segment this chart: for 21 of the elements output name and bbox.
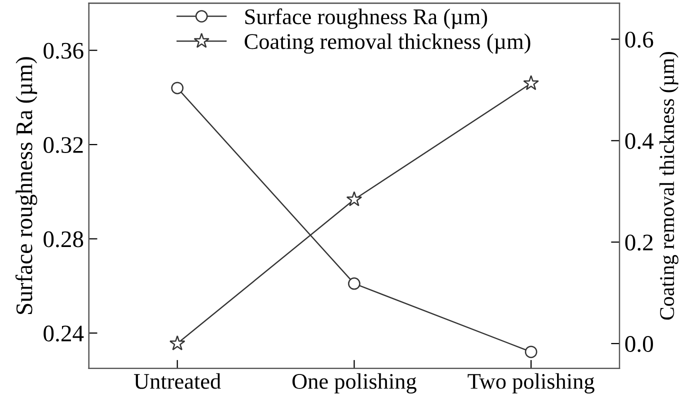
x-tick-label: Two polishing — [468, 373, 594, 394]
y-axis-title: Surface roughness Ra (µm) — [15, 57, 38, 314]
y-tick-label: 0.28 — [44, 231, 84, 248]
point — [346, 191, 362, 206]
y2-tick-label: 0.2 — [625, 234, 653, 251]
point — [171, 82, 184, 94]
point — [523, 75, 539, 90]
y2-tick-label: 0.4 — [625, 133, 654, 150]
y2-tick-label: 0.0 — [625, 336, 653, 352]
point — [348, 277, 360, 290]
y-tick-label: 0.36 — [44, 42, 84, 59]
y-tick-label: 0.24 — [44, 326, 84, 342]
legend-label: Coating removal thickness (µm) — [244, 33, 530, 54]
x-tick-label: One polishing — [292, 373, 416, 394]
y-tick-label: 0.32 — [44, 137, 83, 154]
point — [524, 346, 538, 358]
x-tick-label: Untreated — [134, 373, 221, 389]
legend-label: Surface roughness Ra (µm) — [245, 8, 488, 29]
y2-axis-title: Coating removal thickness (µm) — [659, 52, 678, 320]
point — [169, 335, 186, 350]
y2-tick-label: 0.6 — [625, 32, 654, 48]
